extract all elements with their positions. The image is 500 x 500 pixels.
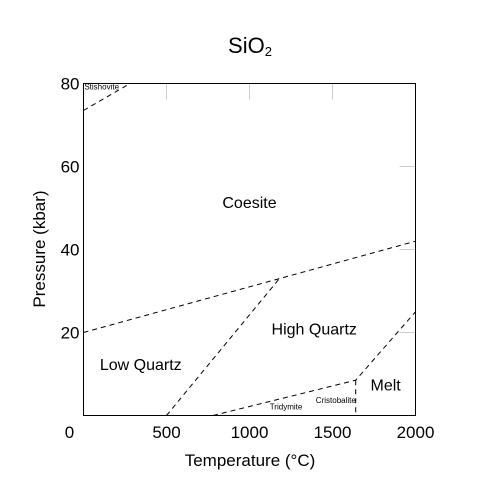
region-label-tridymite: Tridymite xyxy=(270,402,303,411)
phase-boundaries xyxy=(83,83,416,416)
phase-boundary-2 xyxy=(166,278,280,416)
region-label-stishovite: Stishovite xyxy=(84,83,119,92)
x-tick-labels: 0 500 1000 1500 2000 xyxy=(65,423,435,442)
tick-marks xyxy=(166,83,416,333)
x-tick-label-1: 500 xyxy=(152,423,180,442)
region-label-coesite: Coesite xyxy=(222,195,276,212)
y-tick-label-0: 20 xyxy=(61,324,80,343)
x-tick-label-0: 0 xyxy=(65,423,74,442)
x-axis-label: Temperature (°C) xyxy=(185,451,316,470)
region-labels: Stishovite Coesite High Quartz Low Quartz Me… xyxy=(84,83,401,412)
y-axis-label: Pressure (kbar) xyxy=(30,190,49,307)
y-tick-labels: 20 40 60 80 xyxy=(61,75,80,343)
y-tick-label-2: 60 xyxy=(61,158,80,177)
phase-boundary-1 xyxy=(83,240,416,333)
y-tick-label-1: 40 xyxy=(61,241,80,260)
chart-title: SiO2 xyxy=(228,33,272,59)
x-tick-label-3: 1500 xyxy=(314,423,352,442)
chart-title-main: SiO xyxy=(228,33,265,58)
x-tick-label-2: 1000 xyxy=(231,423,269,442)
region-label-low-quartz: Low Quartz xyxy=(100,357,182,374)
y-tick-label-3: 80 xyxy=(61,75,80,94)
plot-frame xyxy=(83,83,416,416)
region-label-melt: Melt xyxy=(371,378,402,395)
x-tick-label-4: 2000 xyxy=(397,423,435,442)
region-label-cristobalite: Cristobalite xyxy=(316,396,357,405)
chart-title-subscript: 2 xyxy=(265,44,272,59)
region-label-high-quartz: High Quartz xyxy=(272,322,357,339)
